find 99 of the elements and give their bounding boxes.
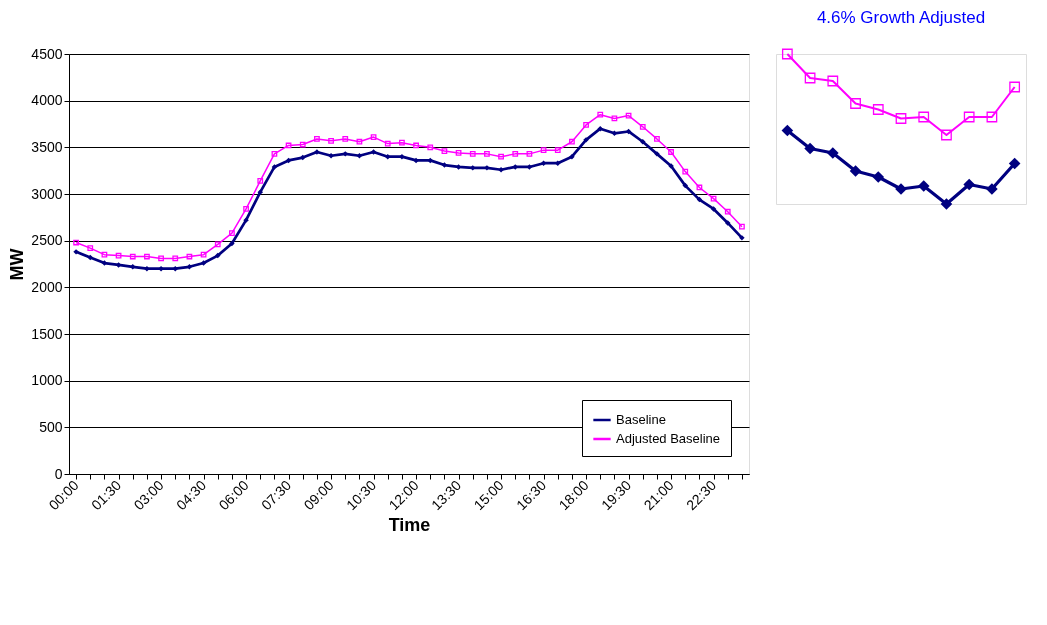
point xyxy=(597,111,604,118)
point xyxy=(158,265,164,272)
point xyxy=(895,113,907,124)
y-tick-label: 3000 xyxy=(31,185,63,202)
point xyxy=(725,220,731,226)
y-tick-label: 3500 xyxy=(31,138,63,155)
point xyxy=(597,125,603,132)
point xyxy=(328,152,334,159)
point xyxy=(1008,157,1021,170)
point xyxy=(356,152,363,159)
point xyxy=(941,129,952,141)
point xyxy=(540,147,547,154)
point xyxy=(399,139,405,146)
point xyxy=(342,136,349,142)
point xyxy=(101,251,108,258)
legend-label: Adjusted Baseline xyxy=(616,431,721,446)
point xyxy=(940,198,953,210)
y-tick-label: 500 xyxy=(39,418,63,435)
point xyxy=(385,153,391,160)
point xyxy=(229,240,235,247)
y-tick-label: 2500 xyxy=(31,232,63,249)
point xyxy=(257,189,263,195)
point xyxy=(781,48,793,60)
point xyxy=(229,230,235,237)
point xyxy=(498,166,504,173)
point xyxy=(963,178,975,191)
point xyxy=(917,180,930,192)
point xyxy=(554,147,561,154)
point xyxy=(399,153,405,160)
y-tick-label: 4500 xyxy=(31,45,63,62)
point xyxy=(682,168,689,175)
point xyxy=(827,75,839,87)
point xyxy=(300,154,306,161)
point xyxy=(639,123,646,130)
point xyxy=(271,150,278,157)
point xyxy=(498,153,504,160)
point xyxy=(526,150,533,157)
y-axis-title: MW xyxy=(7,248,28,281)
y-tick-label: 0 xyxy=(54,465,63,482)
y-tick-label: 2000 xyxy=(31,278,63,295)
point xyxy=(512,164,518,170)
point xyxy=(895,183,907,195)
point xyxy=(918,111,930,123)
point xyxy=(739,223,745,230)
point xyxy=(342,151,348,157)
point xyxy=(569,138,575,145)
point xyxy=(299,141,306,148)
point xyxy=(781,124,794,137)
point xyxy=(986,111,998,123)
point xyxy=(963,111,975,123)
point xyxy=(682,182,688,189)
point xyxy=(540,160,547,166)
point xyxy=(215,252,221,259)
point xyxy=(130,264,136,270)
point xyxy=(569,153,575,160)
point xyxy=(710,206,717,212)
point xyxy=(850,98,861,109)
point xyxy=(724,208,731,215)
point xyxy=(427,157,433,164)
point xyxy=(186,264,193,270)
legend-label: Baseline xyxy=(616,412,666,427)
point xyxy=(214,241,221,248)
y-tick-label: 1500 xyxy=(31,325,63,342)
point xyxy=(200,260,207,266)
text: 4.6% Growth Adjusted xyxy=(816,7,986,27)
y-tick-label: 1000 xyxy=(31,372,63,389)
point xyxy=(200,251,207,258)
point xyxy=(1009,81,1021,93)
point xyxy=(172,265,178,272)
point xyxy=(512,150,519,157)
point xyxy=(470,165,476,171)
point xyxy=(257,178,264,184)
point xyxy=(555,160,561,166)
point xyxy=(526,164,533,170)
point xyxy=(129,253,136,260)
point xyxy=(328,137,334,144)
point xyxy=(872,104,884,115)
point xyxy=(986,183,998,195)
point xyxy=(804,72,816,84)
point xyxy=(172,255,179,262)
x-axis-title: Time xyxy=(388,515,431,536)
point xyxy=(640,138,646,145)
y-tick-label: 4000 xyxy=(31,92,63,109)
point xyxy=(710,195,717,202)
point xyxy=(87,245,94,252)
point xyxy=(427,144,434,151)
point xyxy=(413,157,419,164)
point xyxy=(469,150,476,157)
point xyxy=(87,254,93,261)
point xyxy=(384,140,391,147)
point xyxy=(356,138,363,145)
point xyxy=(872,171,885,183)
point xyxy=(804,142,816,155)
point xyxy=(484,150,490,157)
point xyxy=(144,265,150,272)
point xyxy=(271,164,278,170)
point xyxy=(849,165,862,177)
point xyxy=(370,149,377,155)
point xyxy=(827,147,839,159)
